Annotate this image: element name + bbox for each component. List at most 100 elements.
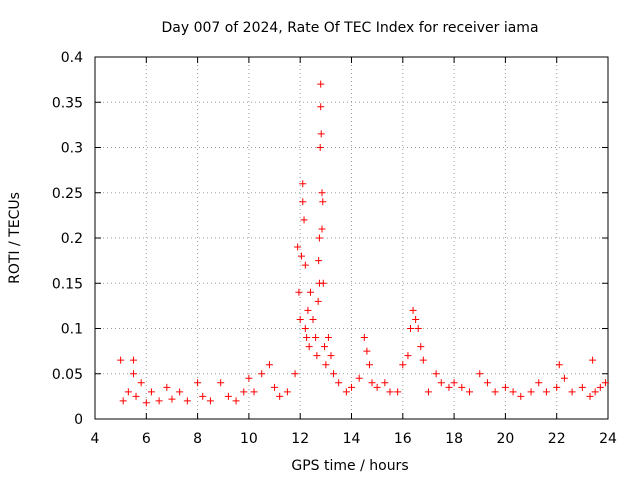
- data-point: [409, 306, 417, 314]
- data-point: [501, 383, 509, 391]
- data-point: [517, 392, 525, 400]
- data-point: [265, 361, 273, 369]
- x-axis-label: GPS time / hours: [291, 458, 408, 474]
- data-point: [306, 288, 314, 296]
- data-point: [483, 379, 491, 387]
- data-point: [553, 383, 561, 391]
- x-tick-label: 24: [599, 431, 617, 447]
- data-point: [137, 379, 145, 387]
- data-point: [312, 334, 320, 342]
- data-point: [206, 397, 214, 405]
- data-point: [412, 315, 420, 323]
- data-point: [276, 392, 284, 400]
- data-point: [373, 383, 381, 391]
- data-series-roti: [117, 80, 609, 407]
- y-tick-label: 0.4: [61, 50, 83, 66]
- data-point: [155, 397, 163, 405]
- x-tick-label: 4: [91, 431, 100, 447]
- data-point: [404, 352, 412, 360]
- data-point: [232, 397, 240, 405]
- data-point: [147, 388, 155, 396]
- y-tick-label: 0.15: [52, 276, 83, 292]
- data-point: [596, 383, 604, 391]
- data-point: [419, 356, 427, 364]
- data-point: [560, 374, 568, 382]
- data-point: [283, 388, 291, 396]
- data-point: [342, 388, 350, 396]
- data-point: [217, 379, 225, 387]
- data-point: [527, 388, 535, 396]
- y-tick-label: 0.35: [52, 95, 83, 111]
- data-point: [314, 297, 322, 305]
- data-point: [363, 347, 371, 355]
- data-point: [305, 343, 313, 351]
- data-point: [394, 388, 402, 396]
- data-point: [317, 103, 325, 111]
- y-tick-label: 0.25: [52, 186, 83, 202]
- data-point: [313, 352, 321, 360]
- grid: [95, 57, 608, 419]
- data-point: [591, 388, 599, 396]
- x-tick-label: 16: [394, 431, 412, 447]
- data-point: [535, 379, 543, 387]
- data-point: [450, 379, 458, 387]
- data-point: [117, 356, 125, 364]
- data-point: [129, 356, 137, 364]
- data-point: [601, 379, 609, 387]
- data-point: [509, 388, 517, 396]
- data-point: [301, 325, 309, 332]
- data-point: [424, 388, 432, 396]
- x-tick-label: 6: [142, 431, 151, 447]
- data-point: [271, 383, 279, 391]
- data-point: [300, 216, 308, 224]
- data-point: [176, 388, 184, 396]
- data-point: [296, 315, 304, 323]
- data-point: [168, 395, 176, 403]
- data-point: [124, 388, 132, 396]
- y-tick-label: 0.05: [52, 367, 83, 383]
- data-point: [555, 361, 563, 369]
- data-point: [465, 388, 473, 396]
- data-point: [406, 325, 414, 332]
- data-point: [586, 392, 594, 400]
- data-point: [589, 356, 597, 364]
- data-point: [437, 379, 445, 387]
- data-point: [132, 392, 140, 400]
- data-point: [348, 383, 355, 391]
- data-point: [445, 383, 453, 391]
- x-tick-label: 18: [445, 431, 463, 447]
- data-point: [568, 388, 576, 396]
- data-point: [365, 361, 373, 369]
- data-point: [491, 388, 499, 396]
- data-point: [368, 379, 376, 387]
- data-point: [245, 374, 253, 382]
- data-point: [163, 383, 171, 391]
- x-axis: 4 6 8 10 12 14 16 18 20 22 24: [91, 57, 617, 447]
- data-point: [476, 370, 484, 378]
- data-point: [142, 399, 150, 407]
- data-point: [458, 383, 466, 391]
- y-tick-label: 0.1: [61, 322, 83, 338]
- data-point: [317, 80, 325, 88]
- data-point: [294, 243, 302, 251]
- x-tick-label: 14: [343, 431, 361, 447]
- data-point: [315, 234, 323, 242]
- y-axis: 0 0.05 0.1 0.15 0.2 0.25 0.3 0.35 0.4: [52, 50, 608, 428]
- data-point: [321, 343, 329, 351]
- data-point: [316, 144, 324, 151]
- data-point: [578, 383, 586, 391]
- x-tick-label: 8: [193, 431, 202, 447]
- data-point: [318, 225, 326, 233]
- data-point: [303, 334, 311, 342]
- x-tick-label: 10: [240, 431, 258, 447]
- data-point: [250, 388, 258, 396]
- data-point: [432, 370, 440, 378]
- data-point: [335, 379, 343, 387]
- data-point: [129, 370, 137, 378]
- x-tick-label: 12: [291, 431, 309, 447]
- data-point: [542, 388, 550, 396]
- data-point: [417, 343, 425, 351]
- y-tick-label: 0.2: [61, 231, 83, 247]
- data-point: [295, 288, 303, 296]
